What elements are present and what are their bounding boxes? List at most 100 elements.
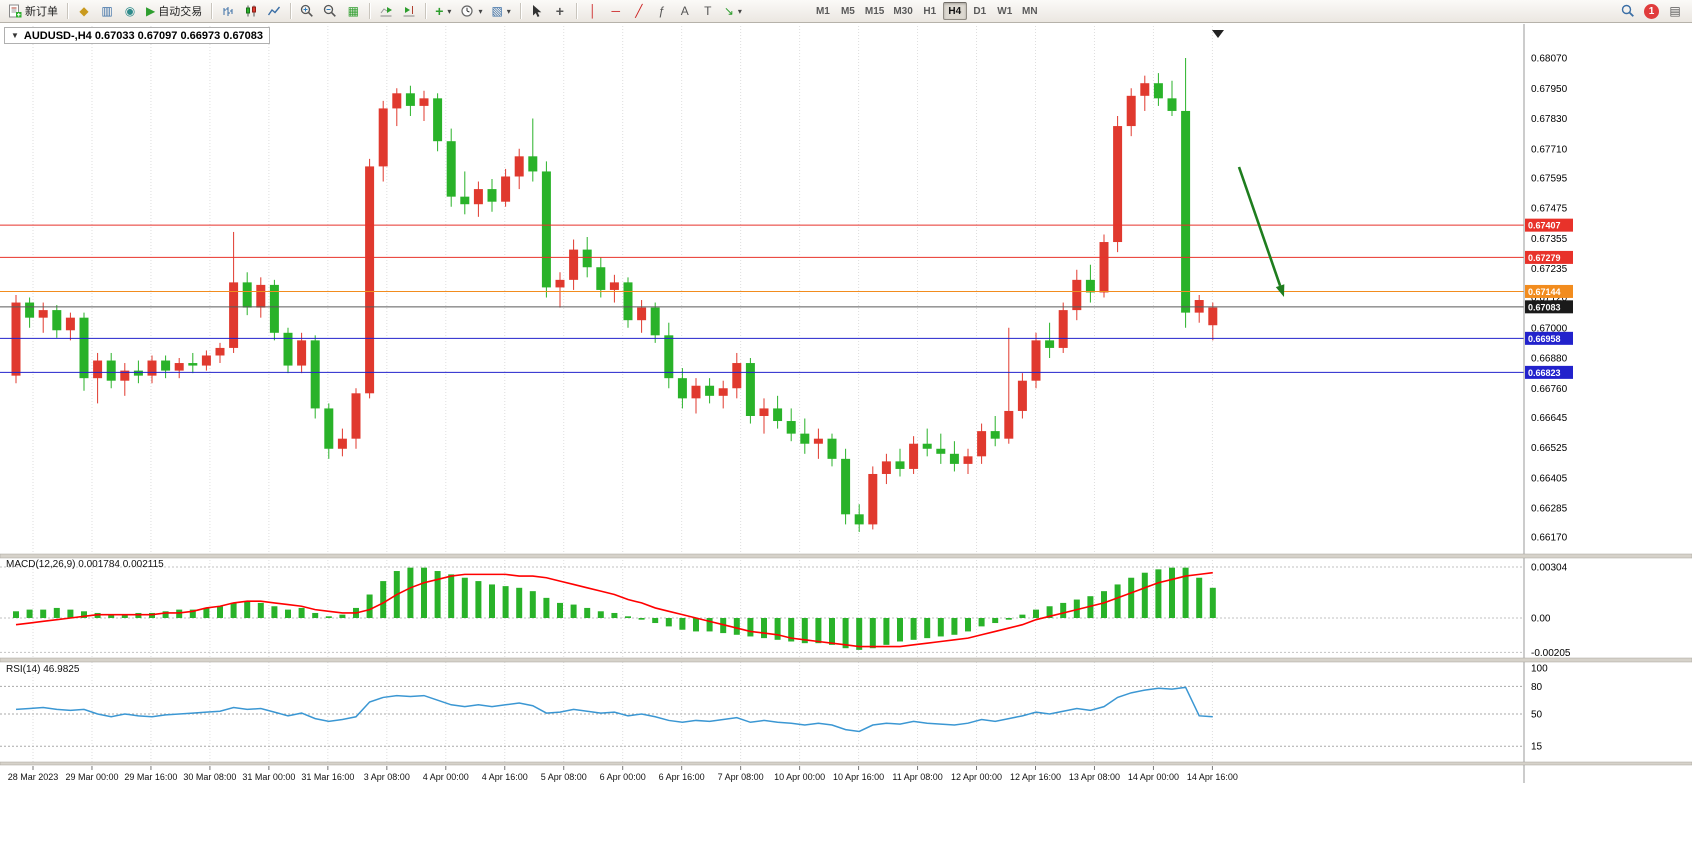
svg-text:29 Mar 00:00: 29 Mar 00:00	[65, 772, 118, 782]
macd-signal-line	[15, 571, 1213, 648]
periods-button[interactable]: ▾	[456, 1, 486, 21]
timeframe-m1[interactable]: M1	[811, 2, 835, 20]
price-badge-0.66958: 0.66958	[1525, 331, 1573, 345]
svg-text:100: 100	[1531, 664, 1548, 675]
navigator-button[interactable]: ◉	[119, 1, 141, 21]
timeframe-w1[interactable]: W1	[993, 2, 1017, 20]
svg-text:0.67235: 0.67235	[1531, 264, 1568, 275]
new-order-button[interactable]: 新订单	[4, 1, 62, 21]
horizontal-line-button[interactable]: ─	[605, 1, 627, 21]
annotation-arrow[interactable]	[1237, 166, 1285, 297]
svg-text:0.66823: 0.66823	[1528, 368, 1561, 378]
layout-button[interactable]: ▤	[1664, 1, 1686, 21]
svg-text:0.67407: 0.67407	[1528, 221, 1561, 231]
chart-title: AUDUSD-,H4 0.67033 0.67097 0.66973 0.670…	[23, 29, 264, 42]
collapse-chart-icon[interactable]: ▼	[11, 31, 19, 40]
grid-layer	[0, 26, 1524, 762]
time-axis[interactable]: 28 Mar 2023 29 Mar 00:00 29 Mar 16:00 30 Ma…	[8, 766, 1238, 782]
svg-text:0.67830: 0.67830	[1531, 114, 1568, 125]
svg-text:14 Apr 00:00: 14 Apr 00:00	[1128, 772, 1179, 782]
text-button[interactable]: A	[674, 1, 696, 21]
vertical-line-button[interactable]: │	[582, 1, 604, 21]
templates-button[interactable]: ▧ ▾	[487, 1, 514, 21]
data-window-button[interactable]: ▥	[96, 1, 118, 21]
chevron-down-icon: ▾	[447, 6, 452, 16]
text-icon: A	[680, 4, 689, 18]
bar-chart-button[interactable]	[217, 1, 239, 21]
svg-text:13 Apr 08:00: 13 Apr 08:00	[1069, 772, 1120, 782]
bar-chart-icon	[223, 7, 233, 16]
vertical-line-icon: │	[589, 4, 597, 18]
timeframe-m30[interactable]: M30	[889, 2, 916, 20]
svg-text:0.68070: 0.68070	[1531, 54, 1568, 65]
svg-text:0.67083: 0.67083	[1528, 302, 1561, 312]
main-toolbar: 新订单 ◆ ▥ ◉ ▶ 自动交易 ▦ + ▾ ▾ ▧ ▾ + │ ─ ╱ ƒ A T	[0, 0, 1692, 23]
svg-text:5 Apr 08:00: 5 Apr 08:00	[541, 772, 587, 782]
horizontal-line-icon: ─	[611, 4, 621, 18]
hlines-layer	[0, 224, 1524, 373]
auto-trading-label: 自动交易	[158, 6, 203, 18]
data-window-icon: ▥	[101, 4, 113, 18]
text-label-icon: T	[704, 4, 712, 18]
timeframe-mn[interactable]: MN	[1018, 2, 1042, 20]
trendline-icon: ╱	[635, 4, 643, 18]
timeframe-d1[interactable]: D1	[968, 2, 992, 20]
auto-trading-icon: ▶	[146, 4, 156, 18]
svg-text:31 Mar 16:00: 31 Mar 16:00	[301, 772, 354, 782]
toolbar-separator	[290, 3, 292, 19]
svg-text:29 Mar 16:00: 29 Mar 16:00	[124, 772, 177, 782]
candlestick-chart-icon	[246, 5, 257, 17]
svg-text:0.67144: 0.67144	[1528, 287, 1561, 297]
svg-text:0.66405: 0.66405	[1531, 473, 1568, 484]
fibonacci-icon: ƒ	[658, 4, 666, 18]
auto-trading-button[interactable]: ▶ 自动交易	[142, 1, 206, 21]
timeframe-m5[interactable]: M5	[836, 2, 860, 20]
toolbar-separator	[369, 3, 371, 19]
zoom-in-button[interactable]	[296, 1, 318, 21]
auto-scroll-button[interactable]	[375, 1, 397, 21]
svg-text:0.66170: 0.66170	[1531, 533, 1568, 544]
tile-windows-button[interactable]: ▦	[342, 1, 364, 21]
price-badge-0.66823: 0.66823	[1525, 365, 1573, 379]
trendline-button[interactable]: ╱	[628, 1, 650, 21]
macd-layer	[13, 567, 1216, 650]
line-chart-button[interactable]	[263, 1, 285, 21]
search-button[interactable]	[1617, 1, 1639, 21]
clock-icon	[461, 5, 474, 17]
timeframe-h1[interactable]: H1	[918, 2, 942, 20]
crosshair-button[interactable]: +	[549, 1, 571, 21]
arrows-button[interactable]: ↘ ▾	[720, 1, 746, 21]
market-watch-button[interactable]: ◆	[73, 1, 95, 21]
panel-dividers[interactable]	[0, 553, 1692, 766]
timeframe-m15[interactable]: M15	[861, 2, 888, 20]
auto-scroll-icon	[380, 7, 393, 17]
price-badge-0.67407: 0.67407	[1525, 218, 1573, 232]
indicators-button[interactable]: + ▾	[431, 1, 455, 21]
timeframe-h4[interactable]: H4	[942, 2, 967, 20]
toolbar-separator	[575, 3, 577, 19]
svg-text:6 Apr 00:00: 6 Apr 00:00	[600, 772, 646, 782]
text-label-button[interactable]: T	[697, 1, 719, 21]
price-badge-0.67144: 0.67144	[1525, 284, 1573, 298]
svg-text:3 Apr 08:00: 3 Apr 08:00	[364, 772, 410, 782]
scroll-to-end-marker[interactable]	[1212, 30, 1224, 38]
line-chart-icon	[268, 6, 281, 16]
zoom-out-button[interactable]	[319, 1, 341, 21]
svg-text:28 Mar 2023: 28 Mar 2023	[8, 772, 59, 782]
price-axis[interactable]: 0.68070 0.67950 0.67830 0.67710 0.67595 0.674…	[1523, 24, 1573, 783]
svg-text:50: 50	[1531, 710, 1543, 721]
toolbar-separator	[67, 3, 68, 19]
chevron-down-icon: ▾	[478, 6, 483, 16]
svg-text:0.66760: 0.66760	[1531, 384, 1568, 395]
svg-text:0.66285: 0.66285	[1531, 504, 1568, 515]
svg-text:6 Apr 16:00: 6 Apr 16:00	[659, 772, 705, 782]
macd-indicator-label: MACD(12,26,9) 0.001784 0.002115	[6, 559, 164, 570]
fibonacci-button[interactable]: ƒ	[651, 1, 673, 21]
chart-shift-button[interactable]	[398, 1, 420, 21]
candlestick-chart-button[interactable]	[240, 1, 262, 21]
search-icon	[1621, 4, 1634, 17]
cursor-button[interactable]	[526, 1, 548, 21]
notification-badge[interactable]: 1	[1644, 3, 1659, 19]
